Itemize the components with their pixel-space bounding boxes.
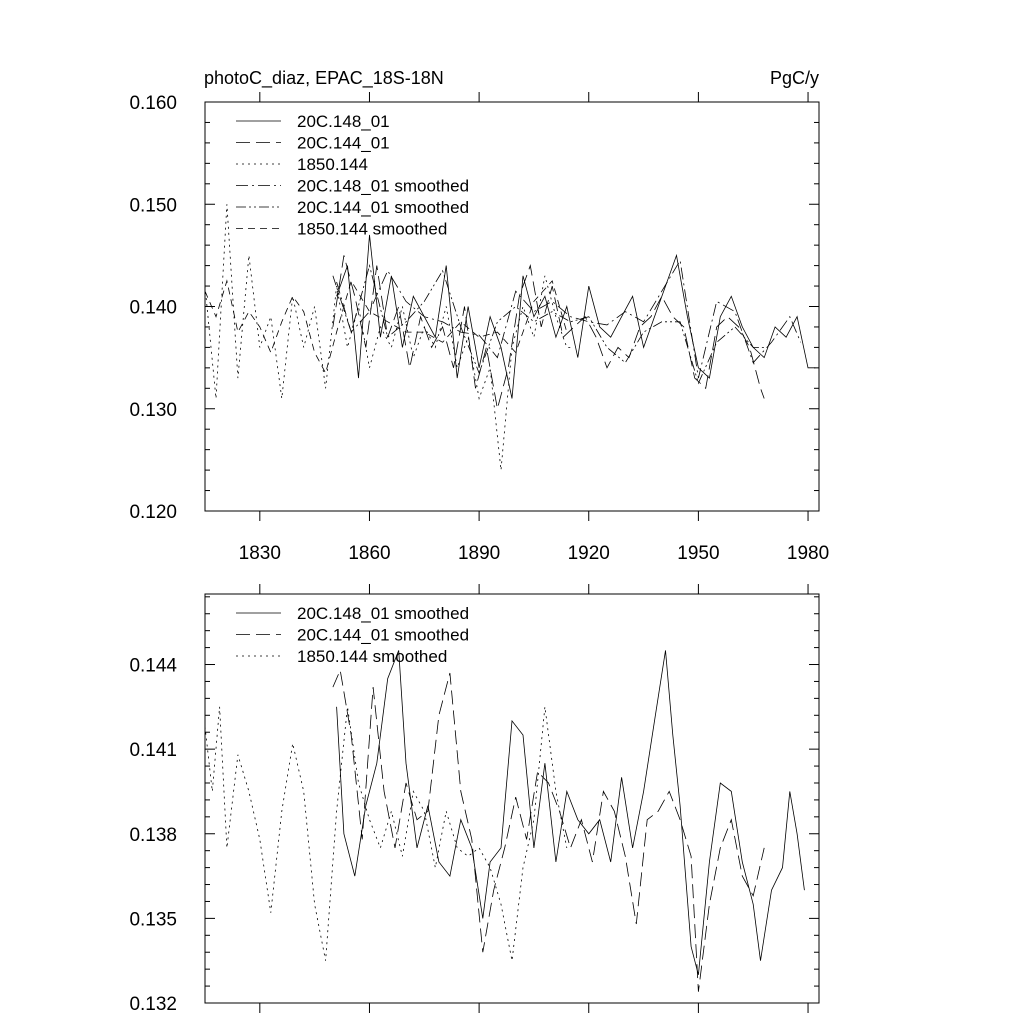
chart-units-label: PgC/y — [770, 68, 819, 88]
legend-label: 1850.144 smoothed — [297, 220, 447, 239]
plot-frame — [204, 593, 820, 1004]
series-line — [204, 706, 568, 961]
y-tick-label: 0.132 — [129, 994, 177, 1015]
y-tick-label: 0.140 — [129, 298, 177, 319]
y-tick-label: 0.150 — [129, 195, 177, 216]
legend-label: 1850.144 smoothed — [297, 647, 447, 666]
top-panel: photoC_diaz, EPAC_18S-18N PgC/y 0.120 0.1… — [129, 68, 829, 564]
y-tick-label: 0.130 — [129, 400, 177, 421]
series-line — [204, 279, 568, 375]
series-line — [336, 259, 802, 379]
chart-title-left: photoC_diaz, EPAC_18S-18N — [204, 68, 444, 89]
series-line — [336, 650, 805, 975]
y-tick-label: 0.160 — [129, 93, 177, 114]
y-tick-label: 0.144 — [129, 656, 177, 677]
legend-label: 20C.144_01 — [297, 134, 390, 153]
bottom-panel: 0.132 0.135 0.138 0.141 0.144 20C.148_01 smo… — [129, 584, 820, 1015]
legend-label: 20C.148_01 smoothed — [297, 177, 469, 196]
y-tick-label: 0.135 — [129, 909, 177, 930]
x-tick-label: 1950 — [677, 543, 719, 564]
series-line — [332, 255, 765, 409]
legend-label: 1850.144 — [297, 155, 368, 174]
x-tick-label: 1860 — [348, 543, 390, 564]
series-line — [336, 234, 816, 399]
y-tick-label: 0.141 — [129, 740, 177, 761]
legend-label: 20C.144_01 smoothed — [297, 198, 469, 217]
y-tick-label: 0.120 — [129, 502, 177, 523]
x-tick-label: 1920 — [568, 543, 610, 564]
y-tick-label: 0.138 — [129, 825, 177, 846]
legend-label: 20C.144_01 smoothed — [297, 626, 469, 645]
series-line — [332, 668, 765, 992]
x-tick-label: 1830 — [239, 543, 281, 564]
legend-label: 20C.148_01 — [297, 112, 390, 131]
series-line — [332, 264, 765, 385]
x-tick-label: 1980 — [787, 543, 829, 564]
x-tick-label: 1890 — [458, 543, 500, 564]
legend-label: 20C.148_01 smoothed — [297, 604, 469, 623]
